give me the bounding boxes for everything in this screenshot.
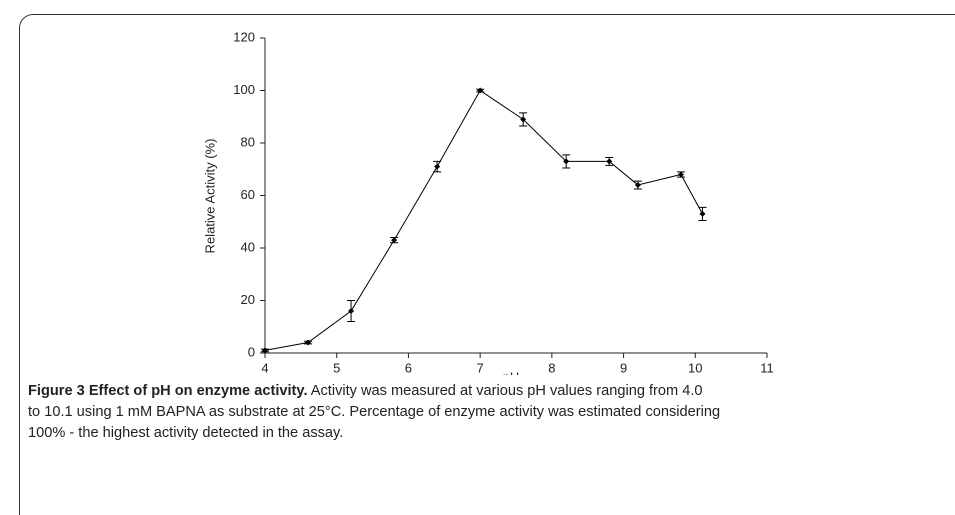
data-point [391,237,398,244]
data-point [563,158,570,165]
y-tick-label: 80 [241,134,255,149]
caption-line: to 10.1 using 1 mM BAPNA as substrate at… [28,404,721,420]
x-tick-label: 8 [548,360,555,375]
y-tick-label: 60 [241,187,255,202]
y-tick-label: 20 [241,292,255,307]
y-tick-label: 40 [241,239,255,254]
data-point [699,210,706,217]
y-tick-label: 120 [233,29,255,44]
x-tick-label: 10 [688,360,702,375]
caption-line: Figure 3 Effect of pH on enzyme activity… [28,381,948,402]
y-axis-label: Relative Activity (%) [202,139,217,254]
caption-text: Activity was measured at various pH valu… [310,383,703,399]
x-tick-label: 11 [760,360,774,375]
data-line [264,89,703,351]
data-point [677,171,684,178]
data-point [305,339,312,346]
figure-frame [19,14,955,515]
x-tick-label: 5 [333,360,340,375]
data-point [348,308,355,314]
data-point [606,158,613,165]
x-tick-label: 7 [477,360,484,375]
caption: Figure 3 Effect of pH on enzyme activity… [28,381,948,444]
chart: pH Relative Activity (%) 0 20 40 60 80 100 120… [202,29,774,375]
y-tick-label: 100 [233,82,255,97]
x-tick-label: 4 [261,360,268,375]
caption-line: 100% - the highest activity detected in … [28,425,344,441]
data-point [477,87,484,94]
x-tick-label: 9 [620,360,627,375]
x-axis-label: pH [503,369,520,375]
data-point [634,182,641,188]
data-point [520,116,527,123]
y-tick-label: 0 [248,344,255,359]
caption-label: Figure 3 Effect of pH on enzyme activity… [28,383,308,399]
page: pH Relative Activity (%) 0 20 40 60 80 100 120… [19,14,955,515]
data-point [434,163,441,170]
x-tick-label: 6 [405,360,412,375]
data-point [262,347,268,354]
